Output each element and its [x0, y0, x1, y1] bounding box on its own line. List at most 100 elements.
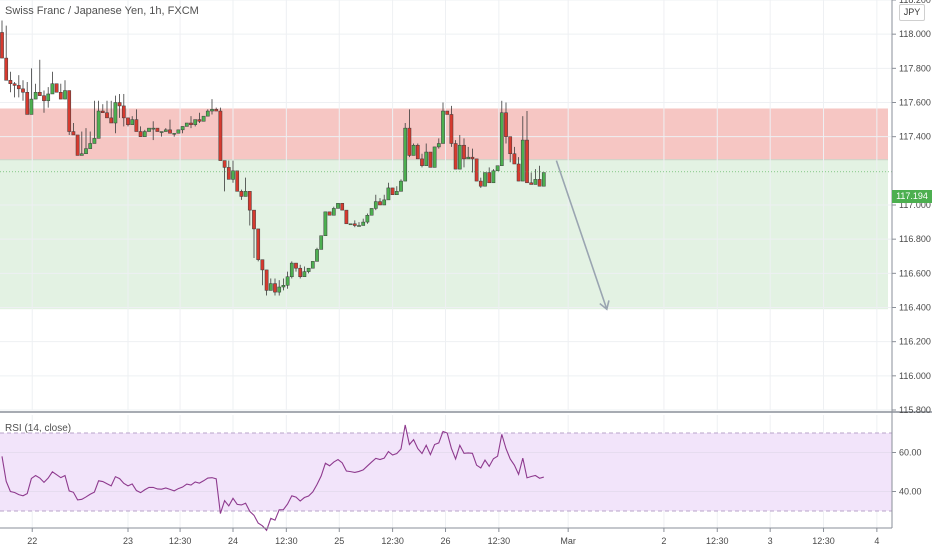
candle-body: [130, 119, 135, 125]
candle: [50, 71, 55, 95]
candle-body: [478, 180, 483, 187]
candle-body: [33, 92, 38, 100]
candle-body: [277, 286, 282, 293]
time-tick-label: 24: [228, 536, 238, 546]
candle: [16, 75, 21, 98]
time-tick-label: 12:30: [488, 536, 511, 546]
candle: [277, 280, 282, 296]
candle-body: [340, 203, 345, 211]
candle: [541, 172, 546, 187]
candle-body: [504, 112, 508, 137]
candle: [285, 271, 290, 289]
candle-body: [189, 122, 193, 125]
candle-body: [214, 109, 219, 112]
candle-body: [537, 179, 542, 187]
candle: [273, 278, 277, 296]
candle: [134, 109, 139, 132]
candle: [205, 109, 210, 117]
candle-body: [0, 32, 4, 59]
time-tick-label: 2: [661, 536, 666, 546]
candle-body: [121, 105, 126, 119]
candle: [323, 211, 328, 236]
candle-body: [352, 223, 357, 226]
candle-body: [445, 110, 450, 115]
candle: [147, 127, 151, 132]
candle-body: [243, 191, 248, 197]
candle-body: [470, 156, 475, 160]
candle: [92, 100, 97, 144]
candle-body: [289, 262, 294, 278]
candle-body: [407, 127, 412, 156]
price-tick-label: 118.000: [899, 29, 931, 39]
candle: [453, 140, 458, 170]
candle: [176, 129, 181, 134]
candle-body: [348, 223, 353, 226]
time-tick-label: 22: [27, 536, 37, 546]
time-tick-label: 3: [768, 536, 773, 546]
candle: [348, 223, 353, 226]
rsi-title: RSI (14, close): [5, 423, 72, 434]
candle: [445, 110, 450, 115]
candle-body: [172, 133, 177, 135]
candle: [327, 211, 332, 216]
candle-body: [436, 143, 441, 148]
candle: [226, 160, 231, 180]
candle: [37, 59, 42, 96]
candle-body: [285, 276, 290, 286]
candle-body: [163, 129, 168, 132]
candle-body: [50, 83, 55, 95]
candle: [109, 100, 114, 124]
candle-body: [495, 165, 500, 172]
candle-body: [134, 119, 139, 132]
candle: [29, 68, 34, 115]
candle: [264, 269, 269, 296]
candle: [512, 146, 517, 165]
candle-body: [483, 172, 487, 187]
candle-body: [462, 144, 466, 160]
candle: [189, 116, 193, 129]
candle: [399, 179, 403, 192]
candle: [352, 220, 357, 228]
candle: [75, 134, 80, 156]
candle-body: [12, 83, 17, 86]
candle: [365, 213, 370, 224]
candle: [46, 87, 51, 108]
candle: [155, 127, 160, 132]
candle: [218, 107, 223, 161]
candle-body: [84, 148, 88, 154]
rsi-band: [0, 433, 892, 511]
candle: [180, 126, 185, 134]
candle: [42, 90, 46, 113]
candle-body: [499, 112, 504, 166]
candle-body: [382, 199, 387, 206]
candle-body: [222, 160, 227, 168]
candle: [214, 107, 219, 112]
candle-body: [420, 158, 424, 166]
candle: [428, 151, 433, 168]
candle: [252, 209, 256, 258]
rsi-tick-label: 40.00: [899, 487, 922, 497]
candle: [508, 136, 513, 163]
candle-body: [138, 131, 143, 137]
candle-body: [218, 110, 223, 161]
candle-body: [147, 127, 151, 132]
candle-body: [319, 235, 324, 250]
candle: [315, 247, 319, 262]
price-tick-label: 116.800: [899, 234, 931, 244]
price-tick-label: 116.600: [899, 268, 931, 278]
candle-body: [42, 95, 46, 102]
candle-body: [512, 153, 517, 165]
price-tick-label: 117.000: [899, 200, 931, 210]
candle-body: [4, 57, 9, 81]
currency-badge[interactable]: JPY: [899, 4, 925, 21]
candle: [289, 261, 294, 279]
candle-body: [491, 170, 496, 184]
candle-body: [105, 112, 109, 119]
candle-body: [432, 146, 437, 168]
candle-body: [302, 271, 307, 277]
candle-body: [294, 262, 298, 269]
price-tick-label: 116.400: [899, 303, 931, 313]
projection-arrow: [555, 160, 608, 310]
